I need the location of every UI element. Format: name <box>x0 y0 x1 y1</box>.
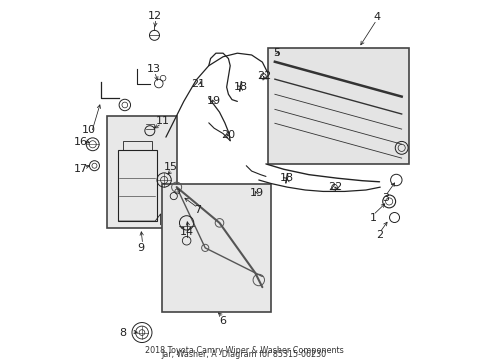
Bar <box>107 116 176 228</box>
Text: 7: 7 <box>194 205 201 215</box>
Text: 2: 2 <box>375 230 382 240</box>
Text: 15: 15 <box>164 162 178 172</box>
Text: 19: 19 <box>206 96 221 107</box>
Text: 17: 17 <box>74 164 88 174</box>
Text: 13: 13 <box>146 64 160 74</box>
Text: 21: 21 <box>191 78 204 89</box>
Text: 16: 16 <box>74 138 88 148</box>
Bar <box>123 141 151 150</box>
Text: 8: 8 <box>119 328 126 338</box>
Text: 11: 11 <box>155 116 169 126</box>
Text: 9: 9 <box>137 243 144 253</box>
Text: 18: 18 <box>233 82 247 92</box>
Text: 3: 3 <box>381 193 388 203</box>
Text: 22: 22 <box>257 71 271 81</box>
Text: Jar, Washer, A  Diagram for 85315-06230: Jar, Washer, A Diagram for 85315-06230 <box>162 350 326 359</box>
Bar <box>267 48 408 164</box>
Text: 20: 20 <box>221 130 235 140</box>
Bar <box>118 150 157 221</box>
Text: 19: 19 <box>249 188 264 198</box>
Text: 4: 4 <box>372 13 380 22</box>
Text: 22: 22 <box>328 182 342 192</box>
Text: 6: 6 <box>219 316 226 326</box>
Text: 18: 18 <box>280 173 294 183</box>
Text: 5: 5 <box>273 48 280 58</box>
Text: 12: 12 <box>148 11 162 21</box>
Text: 2018 Toyota Camry Wiper & Washer Components: 2018 Toyota Camry Wiper & Washer Compone… <box>145 346 343 355</box>
Text: 14: 14 <box>180 227 194 237</box>
Bar <box>162 184 271 312</box>
Text: 10: 10 <box>82 125 96 135</box>
Text: 1: 1 <box>369 212 376 222</box>
